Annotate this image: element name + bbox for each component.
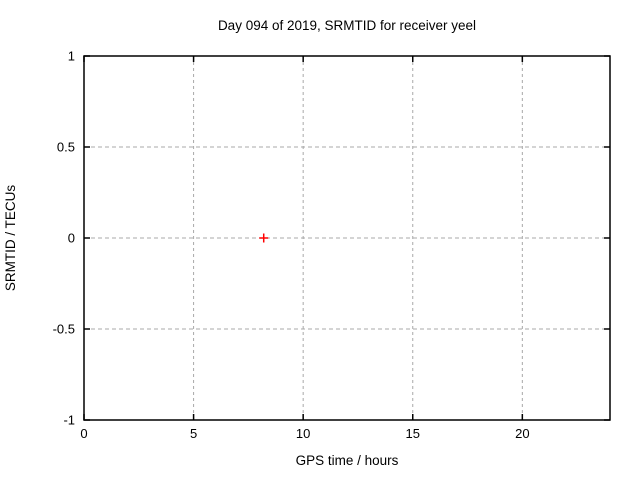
- y-axis-label: SRMTID / TECUs: [3, 185, 18, 292]
- x-tick-label: 0: [80, 426, 87, 441]
- x-axis-label: GPS time / hours: [296, 453, 399, 468]
- x-tick-label: 15: [406, 426, 420, 441]
- y-tick-label: -0.5: [53, 322, 75, 337]
- x-tick-label: 10: [296, 426, 310, 441]
- x-tick-label: 5: [190, 426, 197, 441]
- x-tick-label: 20: [515, 426, 529, 441]
- y-tick-label: 0: [68, 231, 75, 246]
- y-tick-label: 1: [68, 49, 75, 64]
- y-tick-label: -1: [63, 413, 75, 428]
- y-tick-label: 0.5: [57, 140, 75, 155]
- chart-title: Day 094 of 2019, SRMTID for receiver yee…: [218, 18, 476, 33]
